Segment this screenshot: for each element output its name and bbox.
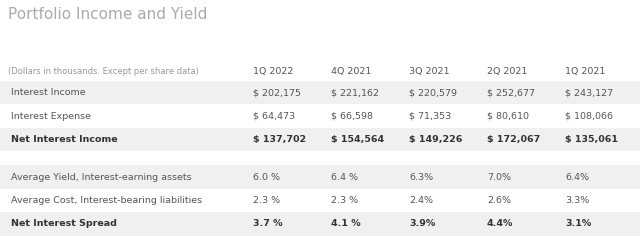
- Text: 6.0 %: 6.0 %: [253, 173, 280, 182]
- Text: 6.4%: 6.4%: [565, 173, 589, 182]
- Text: $ 220,579: $ 220,579: [409, 88, 457, 97]
- Text: 3.7 %: 3.7 %: [253, 219, 282, 228]
- Text: 2.3 %: 2.3 %: [331, 196, 358, 205]
- Text: Interest Income: Interest Income: [11, 88, 86, 97]
- Text: 6.4 %: 6.4 %: [331, 173, 358, 182]
- Text: $ 252,677: $ 252,677: [487, 88, 535, 97]
- Text: 4.4%: 4.4%: [487, 219, 513, 228]
- Text: Average Yield, Interest-earning assets: Average Yield, Interest-earning assets: [11, 173, 191, 182]
- Text: $ 66,598: $ 66,598: [331, 112, 373, 121]
- Text: 4.1 %: 4.1 %: [331, 219, 360, 228]
- Text: (Dollars in thousands. Except per share data): (Dollars in thousands. Except per share …: [8, 67, 198, 76]
- Text: Average Cost, Interest-bearing liabilities: Average Cost, Interest-bearing liabiliti…: [11, 196, 202, 205]
- Text: Net Interest Income: Net Interest Income: [11, 135, 118, 144]
- Text: 1Q 2022: 1Q 2022: [253, 67, 293, 76]
- Text: $ 221,162: $ 221,162: [331, 88, 379, 97]
- Text: 2.6%: 2.6%: [487, 196, 511, 205]
- Text: 2.4%: 2.4%: [409, 196, 433, 205]
- Text: Portfolio Income and Yield: Portfolio Income and Yield: [8, 7, 207, 22]
- Text: 6.3%: 6.3%: [409, 173, 433, 182]
- Text: $ 154,564: $ 154,564: [331, 135, 384, 144]
- Text: 1Q 2021: 1Q 2021: [565, 67, 605, 76]
- Text: 3.1%: 3.1%: [565, 219, 591, 228]
- Text: $ 108,066: $ 108,066: [565, 112, 613, 121]
- Text: 4Q 2021: 4Q 2021: [331, 67, 371, 76]
- Text: $ 135,061: $ 135,061: [565, 135, 618, 144]
- Text: 3Q 2021: 3Q 2021: [409, 67, 449, 76]
- Text: Net Interest Spread: Net Interest Spread: [11, 219, 116, 228]
- Text: $ 172,067: $ 172,067: [487, 135, 540, 144]
- Text: $ 64,473: $ 64,473: [253, 112, 295, 121]
- Text: 7.0%: 7.0%: [487, 173, 511, 182]
- Text: Interest Expense: Interest Expense: [11, 112, 91, 121]
- Text: 2.3 %: 2.3 %: [253, 196, 280, 205]
- Text: $ 80,610: $ 80,610: [487, 112, 529, 121]
- Text: 3.9%: 3.9%: [409, 219, 435, 228]
- Text: $ 137,702: $ 137,702: [253, 135, 306, 144]
- Text: $ 243,127: $ 243,127: [565, 88, 613, 97]
- Text: $ 202,175: $ 202,175: [253, 88, 301, 97]
- Text: $ 149,226: $ 149,226: [409, 135, 462, 144]
- Text: 2Q 2021: 2Q 2021: [487, 67, 527, 76]
- Text: $ 71,353: $ 71,353: [409, 112, 451, 121]
- Text: 3.3%: 3.3%: [565, 196, 589, 205]
